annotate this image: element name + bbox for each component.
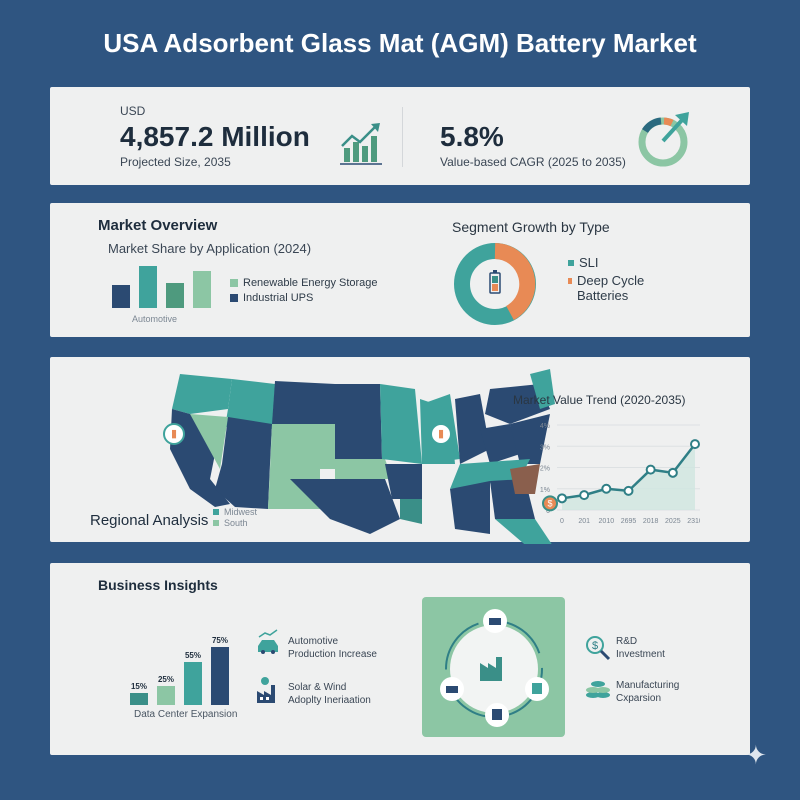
application-bar bbox=[112, 284, 130, 308]
y-tick-label: 0 bbox=[546, 508, 550, 515]
bar-value-label: 75% bbox=[211, 636, 228, 645]
cagr-value: 5.8% bbox=[440, 121, 504, 152]
battery-marker-west[interactable]: ▮ bbox=[163, 423, 185, 445]
bar-axis-label: Automotive bbox=[132, 314, 178, 324]
insight-bar bbox=[184, 662, 202, 705]
car-trend-icon bbox=[258, 629, 278, 654]
data-point bbox=[601, 483, 612, 494]
data-point bbox=[579, 490, 590, 501]
legend-item: South bbox=[213, 518, 257, 528]
insight-bar bbox=[157, 685, 175, 705]
divider bbox=[402, 107, 403, 167]
bar-chart-up-icon bbox=[340, 123, 382, 165]
dollar-coin-icon bbox=[542, 495, 558, 512]
y-tick-label: 2% bbox=[540, 466, 550, 473]
legend-swatch bbox=[230, 294, 238, 302]
bar-value-label: 55% bbox=[184, 651, 201, 661]
insight-bar bbox=[130, 693, 148, 705]
legend-label: Midwest bbox=[224, 507, 258, 517]
x-tick-label: 2010 bbox=[599, 518, 615, 525]
market-share-subheading: Market Share by Application (2024) bbox=[108, 241, 312, 256]
y-tick-label: 3% bbox=[540, 444, 550, 451]
currency-label: USD bbox=[120, 104, 146, 118]
projected-size-label: Projected Size, 2035 bbox=[120, 155, 231, 169]
business-insights-heading: Business Insights bbox=[98, 577, 218, 593]
bar-value-label: 25% bbox=[157, 674, 174, 684]
driver-item: Automotive Production Increase bbox=[288, 636, 377, 660]
legend-item: Midwest bbox=[213, 507, 257, 517]
x-tick-label: 2018 bbox=[643, 518, 659, 525]
gauge-arrow-icon bbox=[638, 112, 689, 167]
market-overview-heading: Market Overview bbox=[98, 217, 218, 234]
legend-swatch bbox=[230, 279, 238, 287]
legend-item: SLI bbox=[568, 255, 658, 270]
legend-label: Industrial UPS bbox=[243, 292, 314, 304]
cycle-arrows bbox=[440, 609, 549, 727]
regional-heading: Regional Analysis bbox=[90, 512, 209, 529]
insights-bar-chart: 15% 25% 55% 75% bbox=[130, 633, 240, 713]
cagr-label: Value-based CAGR (2025 to 2035) bbox=[440, 155, 626, 169]
data-point bbox=[667, 467, 678, 478]
business-insights-card: Business Insights 15% 25% 55% 75% Data Cent… bbox=[50, 563, 750, 755]
application-bar bbox=[193, 271, 211, 308]
data-point bbox=[645, 464, 656, 475]
legend-swatch bbox=[568, 278, 572, 284]
application-bar-chart bbox=[112, 266, 212, 308]
driver-item: Solar & Wind Adoplty Ineriaation bbox=[288, 682, 371, 706]
segment-heading: Segment Growth by Type bbox=[452, 219, 610, 235]
chart-title: Market Value Trend (2020-2035) bbox=[513, 393, 686, 407]
legend-label: Renewable Energy Storage bbox=[243, 277, 378, 289]
legend-item: Industrial UPS bbox=[230, 292, 378, 304]
projected-size-value: 4,857.2 Million bbox=[120, 121, 310, 152]
battery-marker-east[interactable]: ▮ bbox=[430, 423, 452, 445]
legend-label: Deep Cycle Batteries bbox=[576, 273, 645, 303]
cycle-diagram bbox=[422, 597, 565, 737]
y-tick-label: 4% bbox=[540, 423, 550, 430]
insight-bar bbox=[211, 647, 229, 705]
svg-text:$: $ bbox=[592, 640, 598, 652]
segment-donut-chart bbox=[454, 243, 536, 325]
legend-item: Deep Cycle Batteries bbox=[568, 273, 658, 303]
bar-value-label: 15% bbox=[130, 682, 147, 692]
application-bar bbox=[166, 282, 184, 308]
solar-factory-icon bbox=[257, 677, 275, 703]
market-overview-card: Market Overview Market Share by Applicat… bbox=[50, 203, 750, 337]
bar-caption: Data Center Expansion bbox=[134, 709, 238, 720]
donut-slice-deep-cycle bbox=[494, 243, 536, 321]
x-tick-label: 201 bbox=[578, 518, 590, 525]
legend-label: South bbox=[224, 518, 248, 528]
application-bar bbox=[139, 266, 157, 308]
sparkle-icon: ✦ bbox=[745, 740, 767, 770]
dollar-sign: $ bbox=[547, 498, 552, 508]
area-fill bbox=[562, 444, 695, 510]
legend-swatch bbox=[568, 259, 574, 266]
market-value-trend-chart: 0 1% 2% 3% 4% 0 201 2010 2695 2018 2025 2310 $ bbox=[540, 423, 700, 525]
side-item: Manufacturing Cxparsion bbox=[616, 680, 680, 704]
x-tick-label: 2310 bbox=[687, 518, 700, 525]
page-title: USA Adsorbent Glass Mat (AGM) Battery Ma… bbox=[103, 28, 697, 58]
usa-map-east bbox=[420, 369, 555, 544]
regional-card: ▮ ▮ Regional Analysis Midwest South Mark… bbox=[50, 357, 750, 544]
data-point bbox=[557, 493, 567, 504]
battery-icon bbox=[489, 270, 501, 294]
x-tick-label: 2025 bbox=[665, 518, 681, 525]
legend-label: SLI bbox=[579, 255, 599, 270]
coin-stack-icon bbox=[586, 681, 610, 698]
legend-swatch bbox=[213, 509, 219, 515]
factory-icon bbox=[480, 657, 502, 681]
x-tick-label: 2695 bbox=[621, 518, 637, 525]
dollar-magnifier-icon: $ bbox=[586, 636, 611, 661]
data-point bbox=[623, 485, 634, 496]
y-tick-label: 1% bbox=[540, 487, 550, 494]
side-item: R&D Investment bbox=[616, 636, 665, 660]
legend-item: Renewable Energy Storage bbox=[230, 277, 378, 289]
kpi-card: USD 4,857.2 Million Projected Size, 2035… bbox=[50, 87, 750, 185]
x-tick-label: 0 bbox=[560, 518, 564, 525]
legend-swatch bbox=[213, 520, 219, 526]
data-point bbox=[690, 439, 700, 450]
